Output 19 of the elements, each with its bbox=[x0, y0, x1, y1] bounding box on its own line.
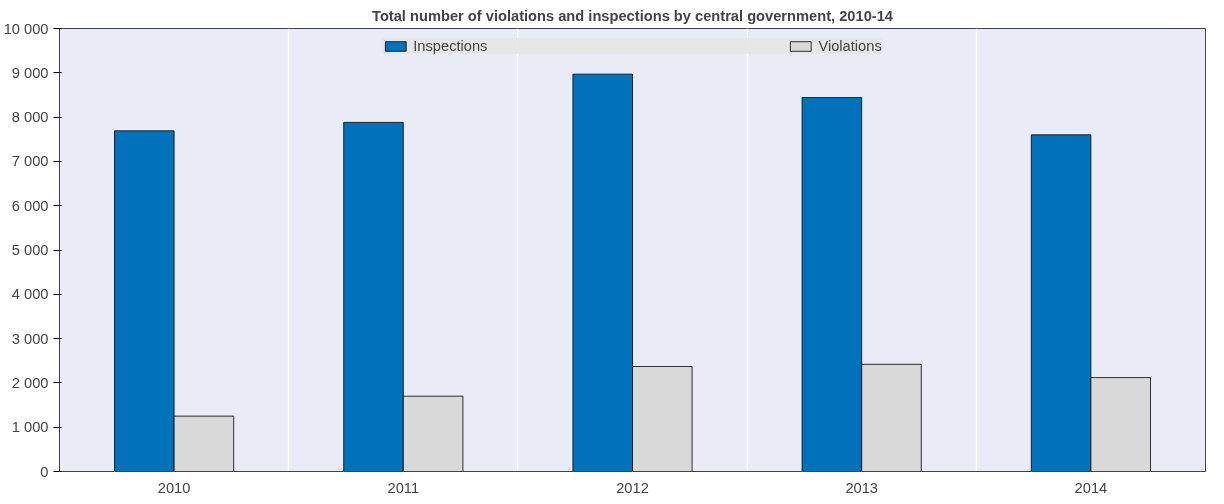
y-tick-label: 0 bbox=[40, 463, 49, 480]
x-tick-label: 2013 bbox=[845, 479, 879, 496]
legend-label: Inspections bbox=[413, 38, 488, 54]
y-tick-label: 5 000 bbox=[11, 242, 49, 258]
chart-title: Total number of violations and inspections by central government, 2010-14 bbox=[372, 7, 894, 24]
y-tick-label: 6 000 bbox=[11, 197, 49, 214]
y-tick-label: 3 000 bbox=[11, 330, 49, 347]
legend-label: Violations bbox=[818, 38, 882, 54]
y-tick-label: 10 000 bbox=[3, 20, 49, 37]
x-tick-label: 2014 bbox=[1074, 479, 1108, 496]
y-tick-label: 4 000 bbox=[11, 286, 49, 303]
x-tick-label: 2011 bbox=[387, 479, 420, 496]
y-tick-label: 1 000 bbox=[11, 419, 49, 436]
x-tick-label: 2010 bbox=[157, 479, 191, 496]
y-tick-label: 7 000 bbox=[11, 153, 49, 170]
x-tick-label: 2012 bbox=[616, 479, 649, 496]
y-tick-label: 9 000 bbox=[11, 64, 49, 81]
y-tick-label: 2 000 bbox=[11, 374, 49, 391]
y-tick-label: 8 000 bbox=[11, 109, 49, 126]
